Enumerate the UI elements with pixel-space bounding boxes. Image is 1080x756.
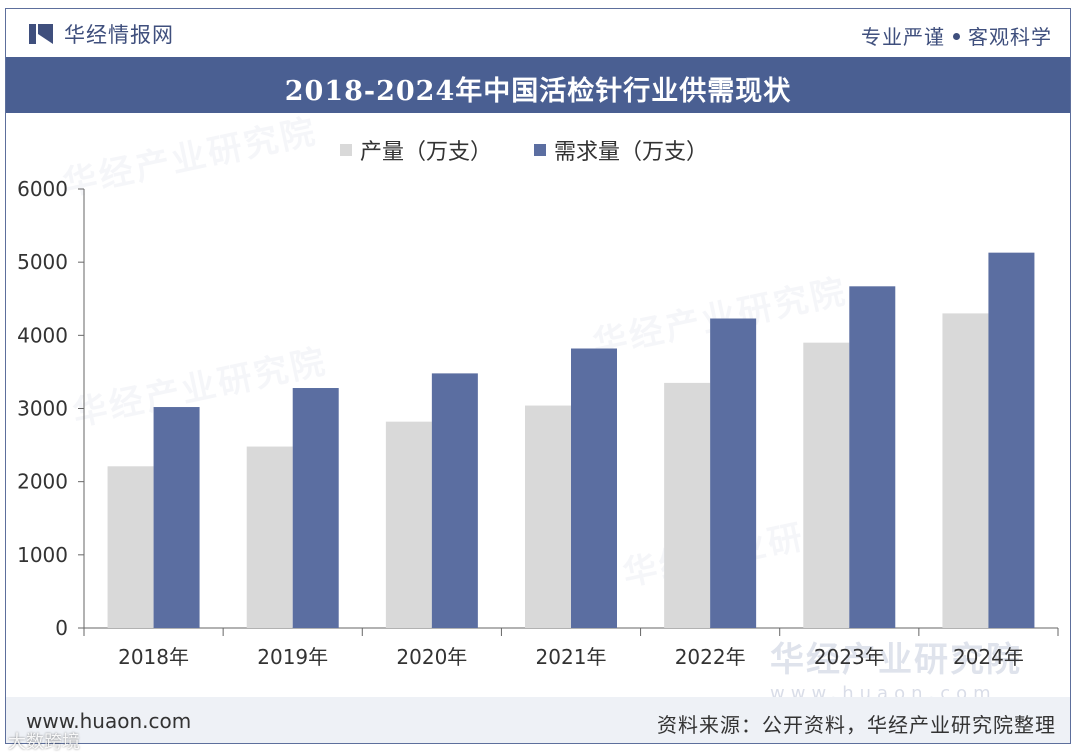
- legend-swatch-demand: [534, 144, 547, 156]
- slogan-left: 专业严谨: [861, 25, 945, 49]
- brand[interactable]: 华经情报网: [28, 19, 174, 49]
- bar-production: [246, 446, 293, 628]
- bar-production: [664, 382, 711, 628]
- top-bar: 华经情报网 专业严谨 客观科学: [6, 9, 1070, 57]
- bar-production: [942, 313, 989, 628]
- bar-demand: [431, 373, 478, 628]
- x-tick-label: 2024年: [953, 645, 1024, 669]
- bar-production: [525, 405, 571, 628]
- footer-source: 资料来源：公开资料，华经产业研究院整理: [657, 713, 1056, 737]
- x-tick-label: 2021年: [536, 645, 607, 669]
- bar-production: [385, 421, 432, 628]
- legend-item-production[interactable]: 产量（万支）: [340, 134, 492, 166]
- bottom-watermark-text: 华经产业研究院: [770, 640, 1022, 680]
- brand-logo-icon: [29, 24, 53, 44]
- slogan-dot: [953, 33, 960, 40]
- bar-demand: [571, 348, 617, 628]
- y-tick-label: 3000: [17, 397, 68, 421]
- x-tick-label: 2020年: [396, 645, 467, 669]
- bar-demand: [153, 407, 200, 628]
- bar-production: [803, 342, 850, 628]
- y-tick-label: 4000: [17, 323, 68, 347]
- x-tick-label: 2018年: [118, 645, 189, 669]
- y-tick-label: 2000: [17, 470, 68, 494]
- legend-label-demand: 需求量（万支）: [554, 140, 709, 165]
- legend-item-demand[interactable]: 需求量（万支）: [534, 134, 708, 166]
- corner-mark: 大数跨境: [8, 732, 80, 753]
- legend-swatch-production: [340, 144, 352, 156]
- legend-label-production: 产量（万支）: [360, 140, 493, 165]
- y-tick-label: 1000: [17, 543, 68, 567]
- y-tick-label: 5000: [17, 250, 68, 274]
- footer-bar: www.huaon.com 资料来源：公开资料，华经产业研究院整理: [6, 697, 1070, 743]
- bar-demand: [988, 252, 1035, 628]
- y-tick-label: 0: [55, 616, 68, 640]
- bar-demand: [710, 318, 757, 628]
- x-tick-label: 2023年: [814, 645, 885, 669]
- x-tick-label: 2019年: [257, 645, 328, 669]
- bar-demand: [292, 388, 339, 628]
- brand-name: 华经情报网: [64, 23, 174, 47]
- bar-demand: [849, 286, 896, 628]
- x-tick-label: 2022年: [675, 645, 746, 669]
- chart-title: 2018-2024年中国活检针行业供需现状: [284, 76, 792, 107]
- bar-production: [107, 466, 154, 628]
- y-tick-label: 6000: [17, 177, 68, 201]
- title-bar: 2018-2024年中国活检针行业供需现状: [6, 57, 1070, 113]
- footer-site[interactable]: www.huaon.com: [26, 709, 192, 733]
- slogan: 专业严谨 客观科学: [861, 21, 1052, 50]
- slogan-right: 客观科学: [968, 25, 1052, 49]
- chart-legend: 产量（万支） 需求量（万支）: [340, 134, 708, 166]
